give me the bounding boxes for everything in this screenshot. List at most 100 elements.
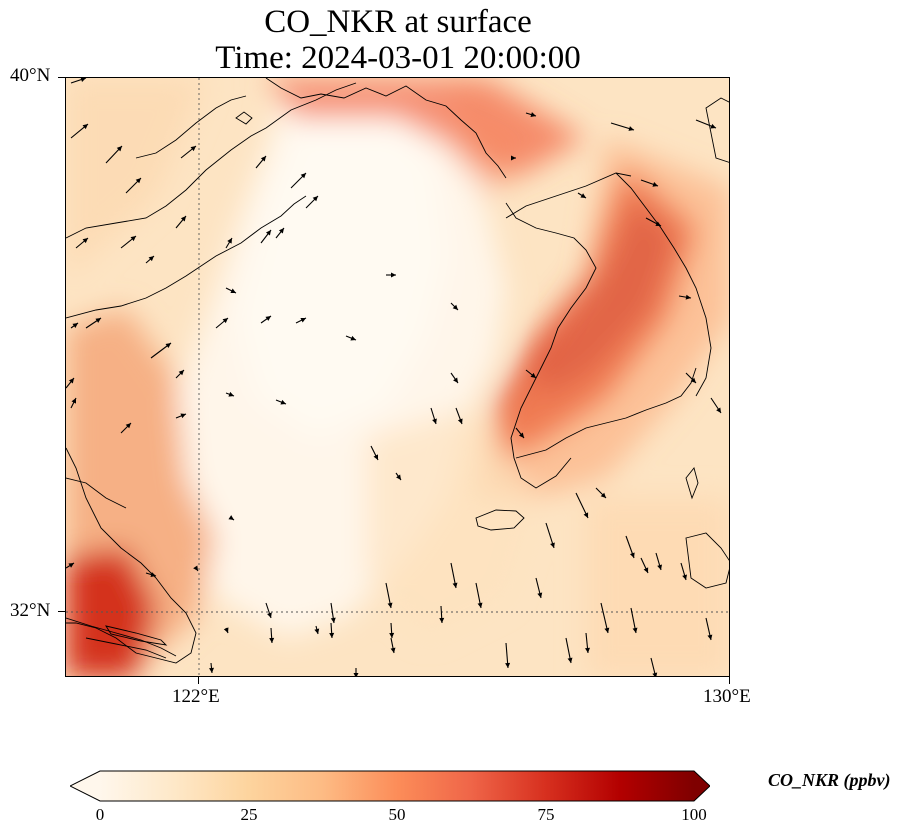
lon-tick-130E — [729, 677, 730, 684]
wind-vector-head — [223, 627, 229, 633]
wind-vector-head — [222, 318, 228, 324]
colorbar — [70, 770, 710, 802]
wind-vector-head — [389, 632, 395, 638]
wind-vector-head — [567, 657, 573, 663]
wind-vector-head — [148, 256, 154, 262]
wind-vector-head — [330, 617, 336, 623]
wind-vector-head — [150, 572, 156, 577]
wind-vector-head — [116, 146, 122, 152]
wind-vector-head — [537, 592, 543, 598]
wind-vector-head — [350, 335, 356, 341]
map-title: CO_NKR at surface — [264, 4, 532, 40]
wind-vector-head — [391, 272, 396, 278]
wind-vector-head — [716, 407, 721, 413]
wind-vector-head — [178, 370, 184, 376]
wind-vector-head — [452, 582, 458, 588]
chongming-island — [105, 625, 168, 646]
lat-tick-40N — [58, 77, 65, 78]
wind-vector-head — [585, 647, 590, 653]
colorbar-tick-50: 50 — [388, 805, 406, 824]
yellow-sea-north-edge — [446, 118, 516, 198]
wind-vector-head — [278, 228, 284, 234]
liaodong-coast — [265, 78, 507, 179]
wind-vector-head — [68, 563, 74, 568]
wind-vector-head — [583, 512, 589, 518]
wind-vector-head — [505, 662, 511, 668]
wind-vector-head — [628, 126, 634, 131]
wind-vector-head — [690, 377, 696, 383]
lon-tick-122E — [198, 677, 199, 684]
tsushima-island — [685, 467, 699, 500]
bohai-islands — [235, 111, 253, 125]
jiangsu-coast — [66, 447, 197, 664]
lon-label-122E: 122°E — [172, 686, 220, 707]
clean-air-core — [236, 98, 446, 438]
wind-vector-head — [432, 418, 437, 424]
lat-label-32N: 32°N — [10, 600, 51, 621]
wind-vector-head — [373, 454, 378, 460]
northwest-haze — [66, 78, 206, 278]
colorbar-tick-0: 0 — [95, 805, 105, 824]
wind-vector-head — [82, 238, 88, 244]
wind-vector-head — [643, 567, 649, 573]
colorbar-max-extend — [694, 771, 710, 801]
wind-vector-head — [600, 492, 606, 498]
wind-vector-head — [530, 112, 536, 117]
wind-vector-head — [550, 542, 555, 548]
north-korea-border — [505, 172, 632, 219]
wind-vector-head — [604, 627, 610, 633]
wind-vector-head — [632, 627, 638, 633]
wind-vector-head — [657, 564, 662, 570]
wind-vector-head — [682, 574, 687, 580]
map-panel — [65, 77, 730, 677]
japan-kyushu — [685, 532, 729, 589]
colorbar-tick-75: 75 — [537, 805, 555, 824]
wind-vector-head — [68, 378, 74, 384]
wind-vector-head — [193, 565, 198, 571]
map-time-label: Time: 2024-03-01 20:00:00 — [215, 40, 581, 76]
wind-vector-head — [396, 474, 401, 480]
wind-vector-head — [190, 146, 196, 152]
map-canvas — [66, 78, 729, 676]
wind-vector-head — [135, 178, 141, 184]
wind-vector-head — [72, 323, 78, 328]
wind-vector-head — [269, 637, 275, 643]
wind-vector-head — [80, 78, 86, 82]
korea-south-coast — [515, 367, 697, 459]
wind-vector-head — [71, 398, 76, 404]
wind-vector-head — [453, 377, 458, 383]
colorbar-outline — [70, 770, 710, 802]
wind-vector-head — [580, 193, 586, 198]
china-interior-river — [66, 477, 127, 509]
wind-vector-head — [652, 672, 658, 676]
wind-vector-head — [265, 230, 271, 236]
wind-vector-head — [390, 647, 396, 653]
wind-vector-head — [511, 155, 516, 161]
wind-vector-head — [300, 318, 306, 323]
yangtze-estuary — [66, 617, 177, 659]
wind-vector-head — [180, 413, 186, 419]
wind-vectors — [66, 78, 722, 676]
colorbar-tick-100: 100 — [681, 805, 707, 824]
japan-honshu-tip — [705, 97, 729, 163]
wind-vector-head — [710, 123, 716, 129]
plume-fringe — [476, 138, 729, 498]
colorbar-gradient — [100, 771, 694, 801]
wind-vector — [600, 602, 609, 634]
wind-vector-head — [707, 634, 713, 640]
concentration-field — [66, 78, 729, 676]
wind-vector-head — [228, 391, 234, 397]
korea-east-coast — [615, 172, 712, 397]
wind-vector-head — [457, 418, 463, 424]
wind-vector-head — [95, 318, 101, 323]
wind-vector-head — [530, 372, 536, 378]
gridlines — [66, 78, 729, 676]
wind-vector-head — [300, 173, 306, 179]
colorbar-min-extend — [70, 771, 100, 801]
wind-vector-head — [329, 632, 335, 638]
wind-vector-head — [652, 181, 658, 187]
bohai-inner — [135, 95, 247, 159]
wind-vector-head — [267, 612, 272, 618]
wind-vector-head — [130, 236, 136, 242]
wind-vector-head — [209, 667, 214, 673]
